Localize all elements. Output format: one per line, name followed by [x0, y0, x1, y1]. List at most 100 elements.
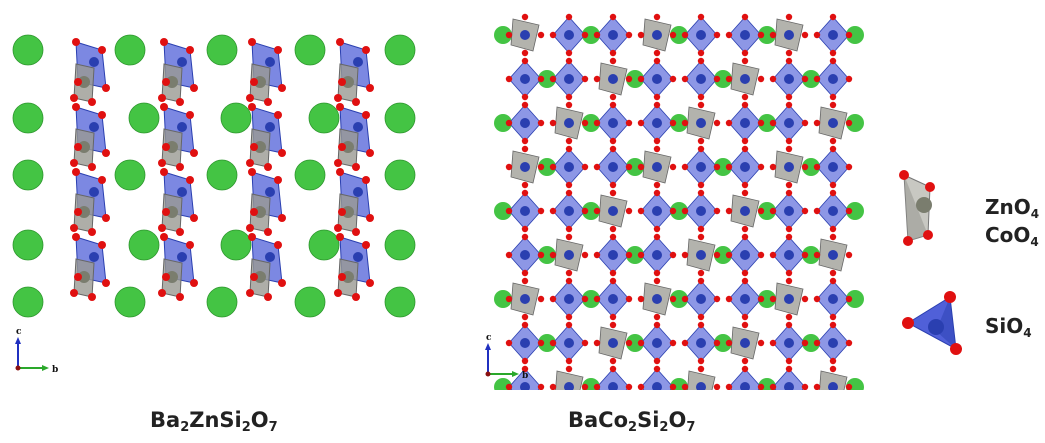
si-atom [652, 250, 662, 260]
o-atom [278, 149, 286, 157]
o-atom [801, 163, 809, 171]
o-atom [653, 321, 661, 329]
ba-atom [384, 102, 416, 134]
o-atom [725, 339, 733, 347]
o-atom [785, 137, 793, 145]
o-atom [757, 339, 765, 347]
si-atom [828, 74, 838, 84]
o-atom [681, 383, 689, 390]
si-atom [177, 57, 187, 67]
si-atom [784, 118, 794, 128]
polyhedron-unit [813, 13, 853, 57]
o-atom [785, 145, 793, 153]
o-atom [505, 383, 513, 390]
o-atom [725, 75, 733, 83]
ba-atom [582, 290, 600, 308]
o-atom [769, 163, 777, 171]
si-atom [696, 382, 706, 390]
ba-atom [12, 286, 44, 318]
si-atom [353, 252, 363, 262]
polyhedron-unit [505, 277, 545, 321]
ba-atom [384, 159, 416, 191]
ba-atom [758, 114, 776, 132]
polyhedron-unit [549, 101, 589, 145]
o-atom [609, 225, 617, 233]
o-atom [88, 163, 96, 171]
si-atom [564, 206, 574, 216]
o-atom [669, 163, 677, 171]
ba-atom [670, 202, 688, 220]
o-atom [549, 163, 557, 171]
o-atom [829, 233, 837, 241]
ba-atom [494, 26, 512, 44]
si-atom [652, 294, 662, 304]
o-atom [186, 111, 194, 119]
o-atom [813, 251, 821, 259]
o-atom [190, 279, 198, 287]
ba-atom [294, 34, 326, 66]
ba-atom [758, 202, 776, 220]
o-atom [813, 339, 821, 347]
o-atom [741, 49, 749, 57]
o-atom [549, 207, 557, 215]
o-atom [98, 111, 106, 119]
o-atom [190, 84, 198, 92]
o-atom [741, 365, 749, 373]
o-atom [609, 269, 617, 277]
o-atom [757, 295, 765, 303]
o-atom [813, 383, 821, 390]
polyhedron-unit [505, 13, 545, 57]
o-atom [637, 31, 645, 39]
ba-atom [714, 70, 732, 88]
o-atom [88, 98, 96, 106]
polyhedron-unit [593, 233, 633, 277]
o-atom [581, 207, 589, 215]
caption-baco2si2o7: BaCo2Si2O7 [568, 408, 696, 435]
sio4-tetrahedron [596, 368, 630, 390]
zn-atom [166, 76, 178, 88]
polyhedron-unit [637, 101, 677, 145]
o-atom [246, 224, 254, 232]
o-atom [549, 339, 557, 347]
ba-atom [626, 246, 644, 264]
o-atom [681, 31, 689, 39]
si-atom [740, 162, 750, 172]
o-atom [102, 84, 110, 92]
o-atom [581, 31, 589, 39]
o-atom [725, 251, 733, 259]
polyhedron-unit [549, 57, 589, 101]
o-atom [829, 357, 837, 365]
o-atom [521, 57, 529, 65]
sio4-tetrahedron [508, 368, 542, 390]
o-atom [176, 98, 184, 106]
o-atom [785, 365, 793, 373]
polyhedron-unit [813, 233, 853, 277]
o-atom [829, 181, 837, 189]
o-atom [70, 159, 78, 167]
si-atom [89, 122, 99, 132]
o-atom [769, 75, 777, 83]
o-atom [274, 241, 282, 249]
o-atom [725, 163, 733, 171]
o-atom [697, 225, 705, 233]
o-atom [246, 94, 254, 102]
o-atom [505, 339, 513, 347]
o-atom [609, 233, 617, 241]
o-atom [352, 98, 360, 106]
zn-atom [78, 271, 90, 283]
b-axis-label: b [522, 371, 528, 381]
polyhedron-unit [769, 233, 809, 277]
o-atom [785, 57, 793, 65]
o-atom [565, 269, 573, 277]
o-atom [829, 101, 837, 109]
o-atom [801, 207, 809, 215]
o-atom [653, 13, 661, 21]
o-atom [653, 225, 661, 233]
ba-atom [12, 102, 44, 134]
o-atom [264, 98, 272, 106]
o-atom [669, 207, 677, 215]
ba-atom [206, 159, 238, 191]
o-atom [338, 143, 346, 151]
polyhedron-unit [593, 365, 633, 390]
ba-atom [538, 334, 556, 352]
